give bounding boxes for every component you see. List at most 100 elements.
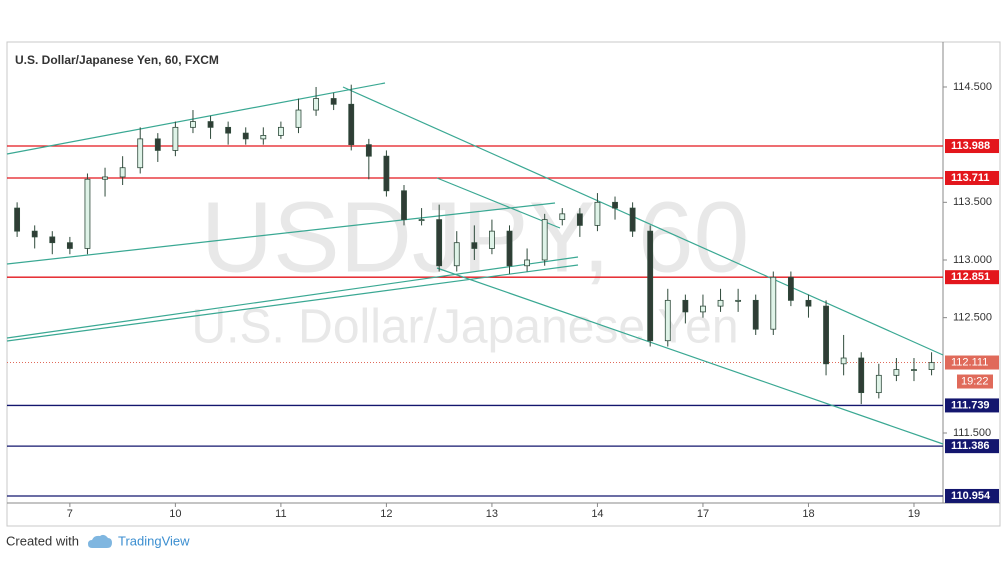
candle-body <box>805 299 812 307</box>
candle-body <box>823 305 829 365</box>
last-price-label: 112.111 <box>951 356 988 368</box>
candle-body <box>576 213 583 226</box>
candle-body <box>629 207 636 232</box>
candle-body <box>154 138 161 151</box>
trend-line <box>6 82 386 155</box>
level-label: 113.711 <box>951 172 990 184</box>
candle-body <box>207 121 214 128</box>
watermark-subtitle: U.S. Dollar/Japanese Yen <box>191 301 738 354</box>
footer-prefix: Created with <box>6 533 79 548</box>
y-tick-label: 113.000 <box>953 254 992 266</box>
chart-title: U.S. Dollar/Japanese Yen, 60, FXCM <box>15 53 219 67</box>
candle-body <box>84 178 91 249</box>
candle-body <box>559 213 566 221</box>
candle-body <box>31 230 38 238</box>
y-tick-label: 114.500 <box>953 81 992 93</box>
trend-line <box>436 177 561 229</box>
y-tick-label: 112.500 <box>953 312 992 324</box>
candle-body <box>137 138 144 169</box>
level-label-bg <box>945 270 999 285</box>
candle-body <box>647 230 654 342</box>
candle-body <box>524 259 530 267</box>
countdown-bg <box>957 374 993 389</box>
countdown: 19:22 <box>961 375 989 387</box>
candle-body <box>682 299 689 313</box>
y-tick-label: 113.500 <box>953 196 992 208</box>
candle-body <box>875 374 882 394</box>
level-label: 110.954 <box>951 490 991 502</box>
watermark-group: USDJPY, 60 U.S. Dollar/Japanese Yen <box>191 181 749 353</box>
candle-body <box>664 299 671 342</box>
candle-body <box>49 236 56 244</box>
level-label-bg <box>945 139 999 154</box>
candle-body <box>313 98 319 111</box>
candle-body <box>858 357 865 394</box>
candle-body <box>242 132 249 140</box>
footer-brand[interactable]: TradingView <box>118 533 190 548</box>
watermark: USDJPY, 60 <box>201 181 749 293</box>
axes: 114.500 113.500 113.000 112.500 111.500 7 10 11… <box>67 81 999 520</box>
candle-body <box>401 190 407 221</box>
candle-body <box>295 109 302 128</box>
candle-body <box>840 357 847 365</box>
level-label-bg <box>945 398 999 413</box>
level-label-bg <box>945 439 999 454</box>
candle-body <box>277 126 284 136</box>
candle-body <box>119 167 126 178</box>
footer: Created with TradingView <box>6 533 190 548</box>
x-tick-label: 18 <box>802 508 814 520</box>
candle-body <box>102 176 108 180</box>
candle-body <box>172 126 179 151</box>
level-label-bg <box>945 488 999 503</box>
candle-body <box>348 103 355 146</box>
y-tick-label: 111.500 <box>953 427 991 439</box>
candle-body <box>893 369 900 376</box>
levels <box>7 145 943 497</box>
candle-body <box>911 369 917 371</box>
candle-body <box>594 201 601 226</box>
trend-line <box>436 267 944 445</box>
trend-line <box>6 256 579 339</box>
candle-body <box>928 362 935 370</box>
candle-body <box>489 230 495 249</box>
trend-line <box>6 202 556 265</box>
candle-body <box>383 155 390 192</box>
candle-body <box>225 126 232 134</box>
x-tick-label: 17 <box>697 508 709 520</box>
candle-body <box>330 98 337 105</box>
x-tick-label: 12 <box>380 508 392 520</box>
candle-body <box>612 201 618 209</box>
last-price-bg <box>945 355 999 370</box>
level-label: 111.739 <box>951 399 990 411</box>
x-tick-label: 19 <box>908 508 920 520</box>
candle-body <box>506 230 513 267</box>
tradingview-logo <box>88 534 112 548</box>
candle-body <box>418 219 425 222</box>
trend-line <box>342 86 944 356</box>
x-tick-label: 10 <box>169 508 181 520</box>
level-label: 113.988 <box>951 140 990 152</box>
x-tick-label: 7 <box>67 508 73 520</box>
candle-body <box>365 144 372 157</box>
candle-body <box>752 299 759 330</box>
candle-body <box>260 135 267 140</box>
candles <box>14 84 935 405</box>
level-label: 112.851 <box>951 271 990 283</box>
x-tick-label: 11 <box>275 508 286 520</box>
candle-body <box>471 242 478 249</box>
candle-body <box>14 207 21 232</box>
trend-line <box>6 264 579 342</box>
level-label: 111.386 <box>951 440 990 452</box>
candle-body <box>735 299 742 302</box>
candle-body <box>436 219 443 267</box>
level-label-bg <box>945 170 999 185</box>
candle-body <box>453 242 460 267</box>
candle-body <box>717 299 724 307</box>
candle-body <box>787 276 794 301</box>
x-tick-label: 13 <box>486 508 498 520</box>
candle-body <box>541 219 548 261</box>
trend-lines <box>6 82 944 445</box>
candle-body <box>770 276 777 330</box>
